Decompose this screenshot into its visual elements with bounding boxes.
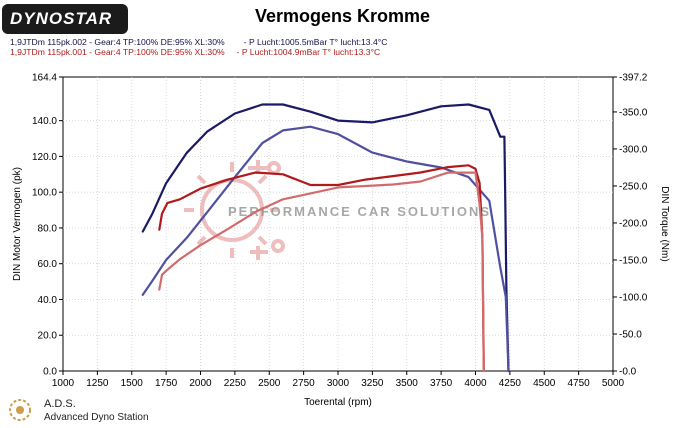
- ads-name: A.D.S.: [44, 398, 76, 410]
- y-tick-label: 20.0: [38, 331, 58, 342]
- logo-text: DYNOSTAR: [10, 9, 113, 28]
- y-tick-label: 164.4: [32, 73, 57, 84]
- chart-title: Vermogens Kromme: [254, 6, 431, 26]
- y2-tick-label: -300.0: [619, 144, 648, 155]
- x-tick-label: 3750: [430, 378, 453, 389]
- dynostar-logo: DYNOSTAR: [2, 4, 128, 34]
- x-tick-label: 1000: [52, 378, 75, 389]
- y-tick-label: 100.0: [32, 188, 57, 199]
- y2-tick-label: -397.2: [619, 73, 648, 84]
- ads-logo-icon: [9, 399, 31, 421]
- x-tick-label: 1500: [121, 378, 144, 389]
- y-axis-label: DIN Motor Vermogen (pk): [12, 167, 23, 281]
- watermark-text: PERFORMANCE CAR SOLUTIONS: [228, 204, 491, 219]
- y-tick-label: 0.0: [43, 367, 57, 378]
- run-info-1: 1,9JTDm 115pk.002 - Gear:4 TP:100% DE:95…: [10, 37, 388, 47]
- x-tick-label: 2250: [224, 378, 247, 389]
- y2-tick-label: -0.0: [619, 367, 637, 378]
- ads-description: Advanced Dyno Station: [44, 412, 149, 423]
- y-tick-label: 60.0: [38, 259, 58, 270]
- run-info-2: 1,9JTDm 115pk.001 - Gear:4 TP:100% DE:95…: [10, 47, 381, 57]
- x-tick-label: 2000: [189, 378, 212, 389]
- y2-tick-label: -250.0: [619, 181, 648, 192]
- x-tick-label: 4750: [568, 378, 591, 389]
- y2-tick-label: -50.0: [619, 329, 642, 340]
- y2-tick-label: -200.0: [619, 218, 648, 229]
- y2-tick-label: -100.0: [619, 292, 648, 303]
- x-tick-label: 3250: [361, 378, 384, 389]
- x-tick-label: 4250: [499, 378, 522, 389]
- y2-axis-label: DIN Torque (Nm): [659, 186, 670, 261]
- x-tick-label: 1750: [155, 378, 178, 389]
- y-tick-label: 80.0: [38, 223, 58, 234]
- y-tick-label: 140.0: [32, 116, 57, 127]
- x-tick-label: 3000: [327, 378, 350, 389]
- x-tick-label: 2500: [258, 378, 281, 389]
- x-tick-label: 2750: [293, 378, 316, 389]
- y-tick-label: 40.0: [38, 295, 58, 306]
- series-line-3: [158, 164, 485, 373]
- x-tick-label: 4000: [464, 378, 487, 389]
- x-tick-label: 1250: [86, 378, 109, 389]
- y-tick-label: 120.0: [32, 152, 57, 163]
- x-tick-label: 5000: [602, 378, 625, 389]
- x-tick-label: 4500: [533, 378, 556, 389]
- x-tick-label: 3500: [396, 378, 419, 389]
- y2-tick-label: -150.0: [619, 255, 648, 266]
- y2-tick-label: -350.0: [619, 107, 648, 118]
- series-line-2: [141, 125, 510, 373]
- series-line-4: [158, 171, 485, 373]
- series-line-1: [141, 103, 510, 373]
- x-axis-label: Toerental (rpm): [304, 397, 372, 408]
